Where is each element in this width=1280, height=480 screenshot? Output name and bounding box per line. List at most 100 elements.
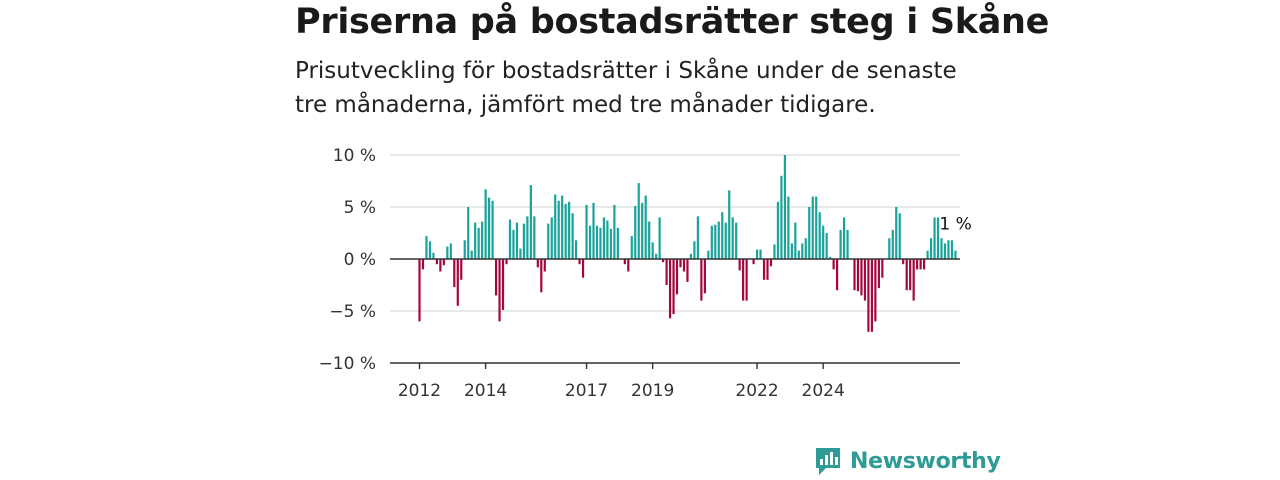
chart-subtitle: Prisutveckling för bostadsrätter i Skåne… <box>295 58 957 118</box>
bar <box>936 217 940 259</box>
bar <box>425 236 428 259</box>
x-tick-label: 2017 <box>565 381 608 401</box>
bar <box>662 259 665 263</box>
bar <box>435 259 438 265</box>
bar <box>515 222 519 259</box>
bar <box>609 228 612 259</box>
bar <box>832 259 835 270</box>
bar <box>696 216 699 259</box>
bar <box>752 259 755 265</box>
bar <box>606 220 609 259</box>
bar <box>954 250 957 259</box>
y-tick-label: 10 % <box>333 146 376 166</box>
bar <box>501 259 505 310</box>
bar <box>484 189 487 259</box>
bar <box>637 183 640 259</box>
bar <box>912 259 915 301</box>
bar <box>474 222 477 259</box>
bar <box>714 224 717 259</box>
newsworthy-logo-icon <box>816 448 840 475</box>
bar <box>870 259 873 332</box>
bar <box>655 253 658 259</box>
bar <box>860 259 863 296</box>
bar <box>776 201 780 259</box>
bar <box>721 212 724 259</box>
bar <box>439 259 442 272</box>
bar <box>550 217 553 259</box>
bar <box>842 217 846 259</box>
bar <box>762 259 766 280</box>
bar <box>745 259 748 301</box>
bar <box>801 243 804 259</box>
x-tick-label: 2022 <box>735 381 778 401</box>
bar <box>909 259 912 291</box>
bar <box>616 227 619 259</box>
bar <box>689 253 693 259</box>
bar <box>536 259 539 268</box>
bar <box>557 200 560 259</box>
bar <box>428 241 432 259</box>
bar <box>470 250 473 259</box>
bar <box>519 248 522 259</box>
bar <box>644 195 647 259</box>
bar <box>724 222 727 259</box>
bar <box>923 259 926 270</box>
bar <box>512 229 515 259</box>
bar <box>940 238 943 259</box>
bar <box>891 229 894 259</box>
x-tick-label: 2014 <box>464 381 507 401</box>
last-value-label: 1 % <box>939 215 971 235</box>
bar <box>651 242 654 259</box>
x-axis-labels: 2012 2014 2017 2019 2022 2024 <box>398 363 845 401</box>
y-axis-labels: 10 % 5 % 0 % −5 % −10 % <box>319 146 376 374</box>
bar <box>919 259 922 270</box>
y-tick-label: −10 % <box>319 354 376 374</box>
bar <box>578 259 581 265</box>
x-tick-label: 2019 <box>631 381 674 401</box>
bar <box>488 197 491 259</box>
bar <box>811 196 814 259</box>
y-tick-label: 0 % <box>344 250 376 270</box>
bar <box>641 202 644 259</box>
bar <box>839 229 842 259</box>
bar <box>916 259 919 270</box>
bar <box>773 244 776 259</box>
bar <box>498 259 501 322</box>
bar <box>731 217 734 259</box>
bar <box>888 238 891 259</box>
bar <box>742 259 745 301</box>
bar <box>780 175 783 259</box>
brand-name: Newsworthy <box>850 448 1001 474</box>
bar <box>846 229 849 259</box>
bar <box>895 207 898 259</box>
bar <box>432 252 435 259</box>
bar <box>933 217 936 259</box>
bar <box>902 259 905 265</box>
bar <box>836 259 839 291</box>
bar <box>790 243 793 259</box>
bar <box>421 259 425 270</box>
bar <box>867 259 870 332</box>
bar <box>693 241 696 259</box>
bar <box>766 259 769 280</box>
bar <box>561 195 564 259</box>
bar <box>804 238 807 259</box>
bar <box>508 219 512 259</box>
bar <box>613 204 616 259</box>
bar <box>905 259 908 291</box>
bar <box>822 225 825 259</box>
bar <box>491 200 494 259</box>
bar <box>442 259 445 266</box>
bar <box>710 225 713 259</box>
bar <box>540 259 543 293</box>
bar <box>623 259 626 265</box>
bar <box>418 259 421 322</box>
bar <box>592 202 595 259</box>
bar <box>815 196 818 259</box>
bar <box>554 194 557 259</box>
y-tick-label: 5 % <box>344 198 376 218</box>
bar <box>543 259 546 272</box>
bar <box>863 259 867 301</box>
bar <box>853 259 856 291</box>
